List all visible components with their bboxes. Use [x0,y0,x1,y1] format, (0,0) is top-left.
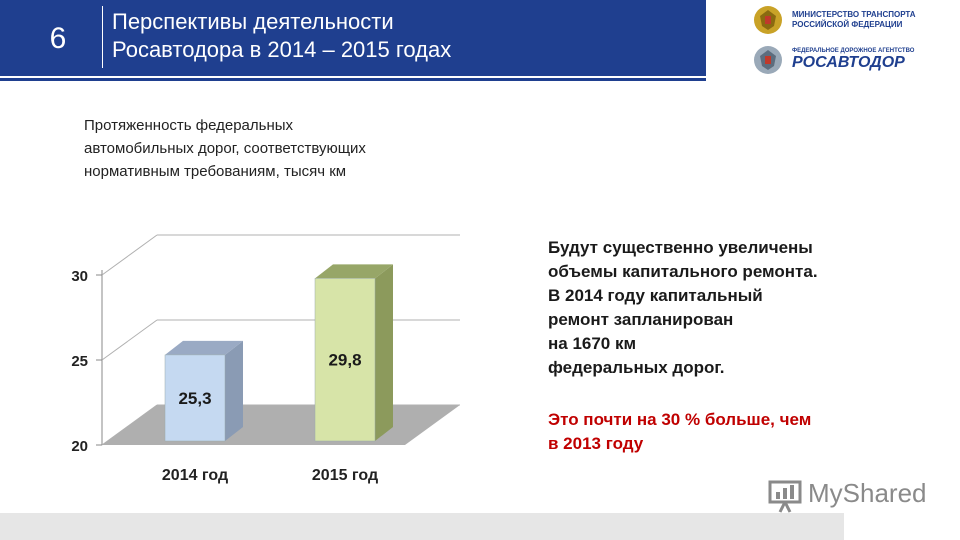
info-line4: ремонт запланирован [548,310,734,329]
eagle-emblem-icon [754,46,782,74]
x-category-label: 2015 год [312,467,378,484]
watermark: MyShared [768,476,938,516]
eagle-emblem-icon [754,6,782,34]
slide-title: Перспективы деятельности Росавтодора в 2… [112,8,672,64]
bar-top [315,264,393,279]
info-line3: В 2014 году капитальный [548,286,763,305]
ministry-logo: МИНИСТЕРСТВО ТРАНСПОРТА РОССИЙСКОЙ ФЕДЕР… [752,4,952,36]
bar-value-label: 29,8 [328,351,361,370]
y-tick-label: 25 [71,353,88,370]
presentation-icon [768,480,802,513]
header-bar [0,0,706,76]
gridline-depth [101,234,158,276]
slide-number-divider [102,6,103,68]
ministry-name-line2: РОССИЙСКОЙ ФЕДЕРАЦИИ [792,20,903,29]
info-line2: объемы капитального ремонта. [548,262,818,281]
x-category-label: 2014 год [162,467,228,484]
chart-caption-line3: нормативным требованиям, тысяч км [84,163,347,180]
slide-title-line1: Перспективы деятельности [112,9,394,34]
ministry-name-line1: МИНИСТЕРСТВО ТРАНСПОРТА [792,10,916,19]
info-line6: федеральных дорог. [548,358,725,377]
agency-small-name: ФЕДЕРАЛЬНОЕ ДОРОЖНОЕ АГЕНТСТВО [792,48,915,54]
bar-chart: 20 25 30 25,3 2014 год 29,8 2015 год [60,220,480,500]
header-underline [0,78,706,81]
bar-side [375,264,393,441]
gridline-depth [101,404,158,446]
chart-caption-line1: Протяженность федеральных [84,117,294,134]
bar [314,278,376,442]
bar-top [165,340,243,355]
highlight-line1: Это почти на 30 % больше, чем [548,410,812,429]
footer-bar [0,513,844,540]
bar-value-label: 25,3 [178,389,211,408]
bar-side [225,340,243,441]
info-line1: Будут существенно увеличены [548,238,813,257]
y-tick-label: 30 [71,268,88,285]
chart-caption: Протяженность федеральных автомобильных … [84,114,484,183]
slide-title-line2: Росавтодора в 2014 – 2015 годах [112,37,452,62]
info-line5: на 1670 км [548,334,637,353]
chart-floor [102,405,460,445]
gridline-depth [101,319,158,361]
highlight-line2: в 2013 году [548,434,644,453]
chart-caption-line2: автомобильных дорог, соответствующих [84,140,366,157]
rosavtodor-logo: ФЕДЕРАЛЬНОЕ ДОРОЖНОЕ АГЕНТСТВО РОСАВТОДО… [752,44,952,78]
info-text: Будут существенно увеличены объемы капит… [548,236,908,380]
watermark-text: MyShared [808,478,927,508]
agency-name: РОСАВТОДОР [792,54,905,71]
slide-number: 6 [49,22,67,55]
bar [164,354,226,442]
bar-chart-svg: 20 25 30 25,3 2014 год 29,8 2015 год [71,234,460,484]
highlight-text: Это почти на 30 % больше, чем в 2013 год… [548,408,908,456]
y-tick-label: 20 [71,438,88,455]
